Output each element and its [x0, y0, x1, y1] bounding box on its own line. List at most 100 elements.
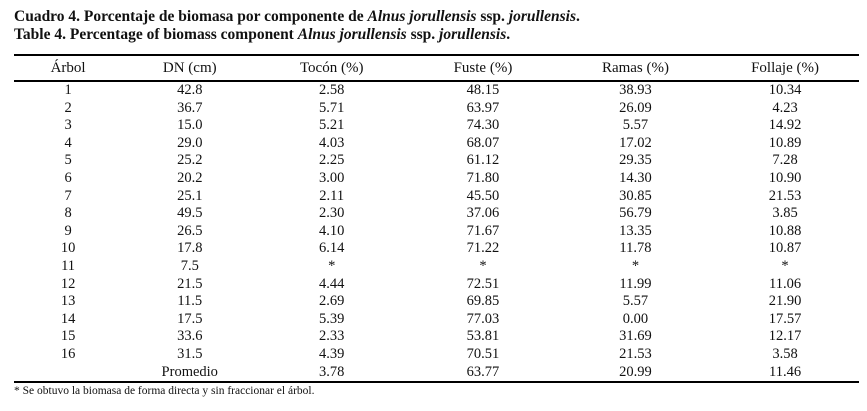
- table-cell: 14.92: [768, 117, 802, 134]
- table-cell: 53.81: [466, 328, 500, 345]
- table-cell: 3: [64, 117, 72, 134]
- table-cell: 71.22: [466, 240, 500, 257]
- table-row: 13 11.5 2.69 69.85 5.57 21.90: [14, 293, 859, 311]
- biomass-table: Árbol DN (cm) Tocón (%) Fuste (%) Ramas …: [14, 54, 859, 384]
- table-cell: 2.25: [319, 152, 345, 169]
- table-cell: 71.80: [466, 169, 500, 186]
- table-cell: 37.06: [466, 205, 500, 222]
- table-cell: 5.57: [622, 117, 649, 134]
- table-cell: 4.39: [319, 345, 345, 362]
- table-cell: 74.30: [466, 117, 500, 134]
- table-cell: 11.78: [619, 240, 652, 257]
- table-cell: 13: [60, 293, 76, 310]
- table-cell: 31.5: [177, 345, 203, 362]
- table-cell: 7.28: [772, 152, 798, 169]
- caption-text: .: [506, 26, 511, 43]
- table-cell: 14.30: [619, 169, 652, 186]
- table-row: 1 42.8 2.58 48.15 38.93 10.34: [14, 81, 859, 100]
- table-row: 8 49.5 2.30 37.06 56.79 3.85: [14, 205, 859, 223]
- table-row: 6 20.2 3.00 71.80 14.30 10.90: [14, 170, 859, 188]
- column-header-dn: DN (cm): [122, 54, 258, 82]
- table-cell: 33.6: [177, 328, 203, 345]
- table-cell: 21.5: [177, 275, 203, 292]
- table-cell: 10.90: [768, 169, 802, 186]
- table-row: 7 25.1 2.11 45.50 30.85 21.53: [14, 188, 859, 206]
- species-name: Alnus jorullensis: [367, 8, 477, 25]
- caption-line-spanish: Cuadro 4. Porcentaje de biomasa por comp…: [14, 8, 859, 26]
- table-row: 11 7.5 * * * *: [14, 258, 859, 276]
- caption-text: Cuadro 4. Porcentaje de biomasa por comp…: [14, 8, 368, 25]
- table-cell: 71.67: [466, 222, 500, 239]
- table-cell: 1: [64, 82, 72, 98]
- table-cell: 29.0: [177, 134, 203, 151]
- table-cell: 0.00: [622, 310, 649, 327]
- table-cell: 6.14: [319, 240, 345, 257]
- table-cell: 10.87: [768, 240, 802, 257]
- table-body: 1 42.8 2.58 48.15 38.93 10.34 2 36.7 5.71 63.97 26…: [14, 81, 859, 384]
- table-cell: 21.90: [768, 293, 802, 310]
- table-cell: 3.58: [772, 345, 798, 362]
- subspecies-name: jorullensis: [439, 26, 507, 43]
- table-cell: 7: [64, 187, 72, 204]
- table-cell: 4.03: [319, 134, 345, 151]
- table-cell: 8: [64, 205, 72, 222]
- table-cell: 11.5: [177, 293, 203, 310]
- table-cell: 31.69: [619, 328, 652, 345]
- table-row: 10 17.8 6.14 71.22 11.78 10.87: [14, 240, 859, 258]
- table-cell: 11.06: [769, 275, 802, 292]
- table-cell: 2.33: [319, 328, 345, 345]
- column-header-follaje: Follaje (%): [711, 54, 859, 82]
- table-cell: 2.11: [319, 187, 345, 204]
- table-cell: 17.8: [177, 240, 203, 257]
- table-row: 5 25.2 2.25 61.12 29.35 7.28: [14, 152, 859, 170]
- table-cell: 2.69: [319, 293, 345, 310]
- table-cell: 11: [61, 257, 76, 274]
- table-cell: 42.8: [177, 82, 203, 98]
- table-cell: 25.1: [177, 187, 203, 204]
- table-cell: 2: [64, 99, 72, 116]
- subspecies-name: jorullensis: [508, 8, 576, 25]
- species-name: Alnus jorullensis: [297, 26, 407, 43]
- table-cell: 9: [64, 222, 72, 239]
- table-cell: 11.99: [619, 275, 652, 292]
- table-cell: 3.85: [772, 205, 798, 222]
- table-cell: 20.2: [177, 169, 203, 186]
- table-cell: 70.51: [466, 345, 500, 362]
- table-cell: 10.89: [768, 134, 802, 151]
- table-cell: 36.7: [177, 99, 203, 116]
- table-cell: 72.51: [466, 275, 500, 292]
- table-cell: 17.02: [619, 134, 652, 151]
- table-cell: 63.77: [406, 363, 560, 384]
- column-header-ramas: Ramas (%): [559, 54, 712, 82]
- caption-text: ssp.: [406, 26, 440, 43]
- table-row: 2 36.7 5.71 63.97 26.09 4.23: [14, 100, 859, 118]
- table-row: 9 26.5 4.10 71.67 13.35 10.88: [14, 223, 859, 241]
- table-cell: 15.0: [177, 117, 203, 134]
- table-caption: Cuadro 4. Porcentaje de biomasa por comp…: [14, 8, 859, 44]
- table-row: 4 29.0 4.03 68.07 17.02 10.89: [14, 135, 859, 153]
- table-cell: 4.23: [772, 99, 798, 116]
- table-cell: 30.85: [619, 187, 652, 204]
- table-cell: 48.15: [466, 82, 500, 98]
- table-cell: 13.35: [619, 222, 652, 239]
- table-cell: 3.78: [257, 363, 407, 384]
- table-cell: 10.34: [768, 82, 802, 98]
- table-cell: 10: [60, 240, 76, 257]
- table-cell: 38.93: [619, 82, 652, 98]
- table-row: 14 17.5 5.39 77.03 0.00 17.57: [14, 311, 859, 329]
- table-cell: 45.50: [466, 187, 500, 204]
- table-cell: *: [328, 257, 336, 274]
- table-cell: 2.30: [319, 205, 345, 222]
- table-cell: 2.58: [319, 82, 345, 98]
- table-cell: 49.5: [177, 205, 203, 222]
- table-cell: *: [479, 257, 487, 274]
- table-cell: 26.09: [619, 99, 652, 116]
- table-row: 16 31.5 4.39 70.51 21.53 3.58: [14, 346, 859, 364]
- table-cell: *: [781, 257, 789, 274]
- table-cell: 5: [64, 152, 72, 169]
- table-header-row: Árbol DN (cm) Tocón (%) Fuste (%) Ramas …: [14, 54, 859, 82]
- table-cell: 68.07: [466, 134, 500, 151]
- table-cell: 5.39: [319, 310, 345, 327]
- table-cell: 20.99: [559, 363, 712, 384]
